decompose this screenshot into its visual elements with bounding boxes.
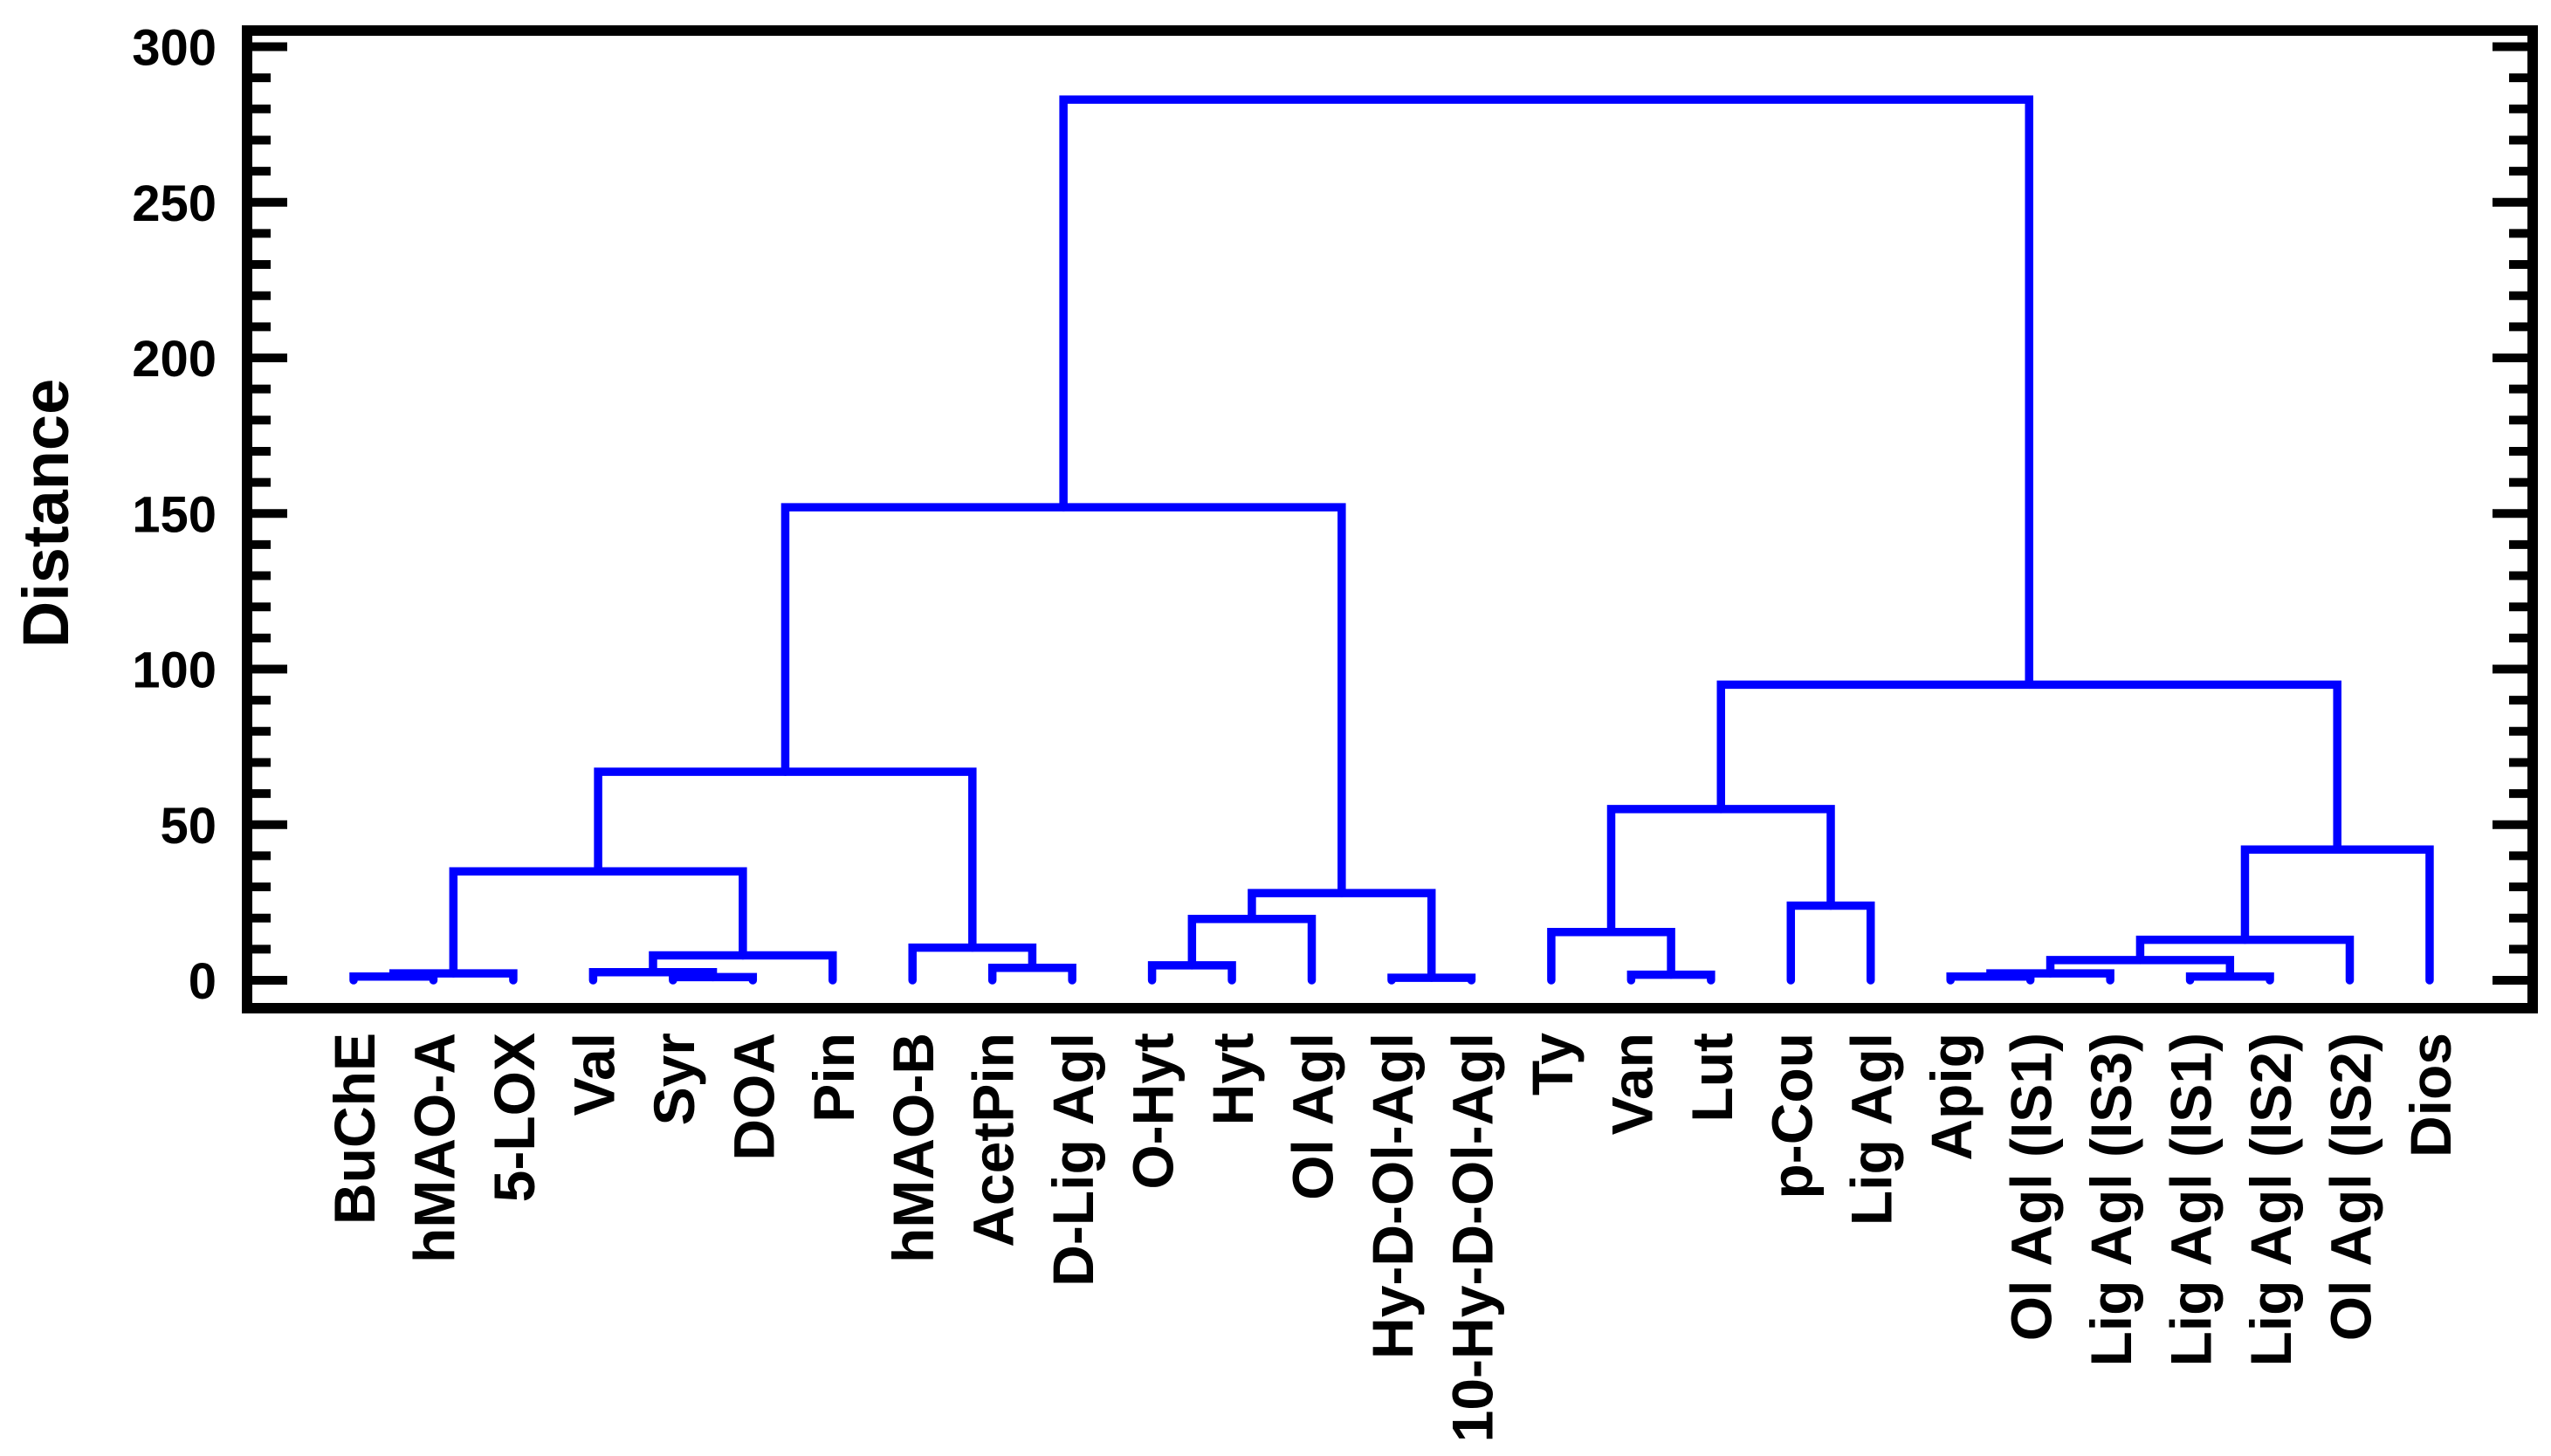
leaf-label: O-Hyt xyxy=(1121,1033,1186,1190)
y-tick-label: 300 xyxy=(132,20,217,77)
leaf-label: 5-LOX xyxy=(482,1033,547,1202)
leaf-label: hMAO-A xyxy=(402,1033,466,1263)
leaf-label: Lig Agl xyxy=(1839,1033,1904,1226)
leaf-label: AcetPin xyxy=(961,1033,1026,1247)
y-tick-label: 0 xyxy=(189,953,217,1010)
leaf-label: D-Lig Agl xyxy=(1041,1033,1105,1287)
dendrogram-link xyxy=(1059,95,2033,690)
dendrogram-link xyxy=(1248,889,1436,982)
y-tick-label: 150 xyxy=(132,486,217,543)
leaf-label: Hyt xyxy=(1200,1033,1265,1125)
leaf-label: Lig Agl (IS3) xyxy=(2079,1033,2143,1367)
leaf-label: Lig Agl (IS2) xyxy=(2238,1033,2303,1367)
plot-frame xyxy=(242,25,2538,1013)
y-tick-label: 100 xyxy=(132,642,217,699)
leaf-label: Val xyxy=(561,1033,626,1116)
leaf-label: Apig xyxy=(1919,1033,1984,1161)
dendrogram-link xyxy=(1716,680,2341,855)
y-tick-label: 200 xyxy=(132,331,217,388)
dendrogram-link xyxy=(1606,805,1835,937)
leaf-label: Hy-D-Ol-Agl xyxy=(1360,1033,1425,1359)
dendrogram-link xyxy=(594,767,977,952)
leaf-label: Ol Agl xyxy=(1281,1033,1345,1200)
dendrogram-link xyxy=(1187,915,1317,985)
leaf-label: Syr xyxy=(642,1033,706,1125)
leaf-label: Ty xyxy=(1520,1033,1585,1095)
leaf-label: hMAO-B xyxy=(881,1033,945,1263)
leaf-label: Van xyxy=(1599,1033,1664,1135)
y-axis-label: Distance xyxy=(10,379,82,648)
leaf-label: Lig Agl (IS1) xyxy=(2159,1033,2224,1367)
leaf-label: Pin xyxy=(801,1033,866,1123)
leaf-label: BuChE xyxy=(322,1033,387,1225)
plot-area: 0 50 100 150 200 250 300 BuChE hMAO-A 5-LOX Val Syr… xyxy=(132,20,2538,1442)
dendrogram-link xyxy=(780,503,1346,897)
leaf-label: Dios xyxy=(2398,1033,2463,1157)
leaf-label: DOA xyxy=(721,1033,786,1161)
dendrogram-link xyxy=(1786,901,1875,985)
y-tick-label: 250 xyxy=(132,175,217,232)
leaf-label: Ol Agl (IS2) xyxy=(2319,1033,2383,1341)
leaf-label: Ol Agl (IS1) xyxy=(1999,1033,2064,1341)
dendrogram-link xyxy=(2240,845,2434,985)
leaf-label: Lut xyxy=(1680,1033,1744,1123)
leaf-label: p-Cou xyxy=(1759,1033,1824,1199)
leaf-label: 10-Hy-D-Ol-Agl xyxy=(1440,1033,1504,1442)
y-tick-label: 50 xyxy=(160,798,217,855)
